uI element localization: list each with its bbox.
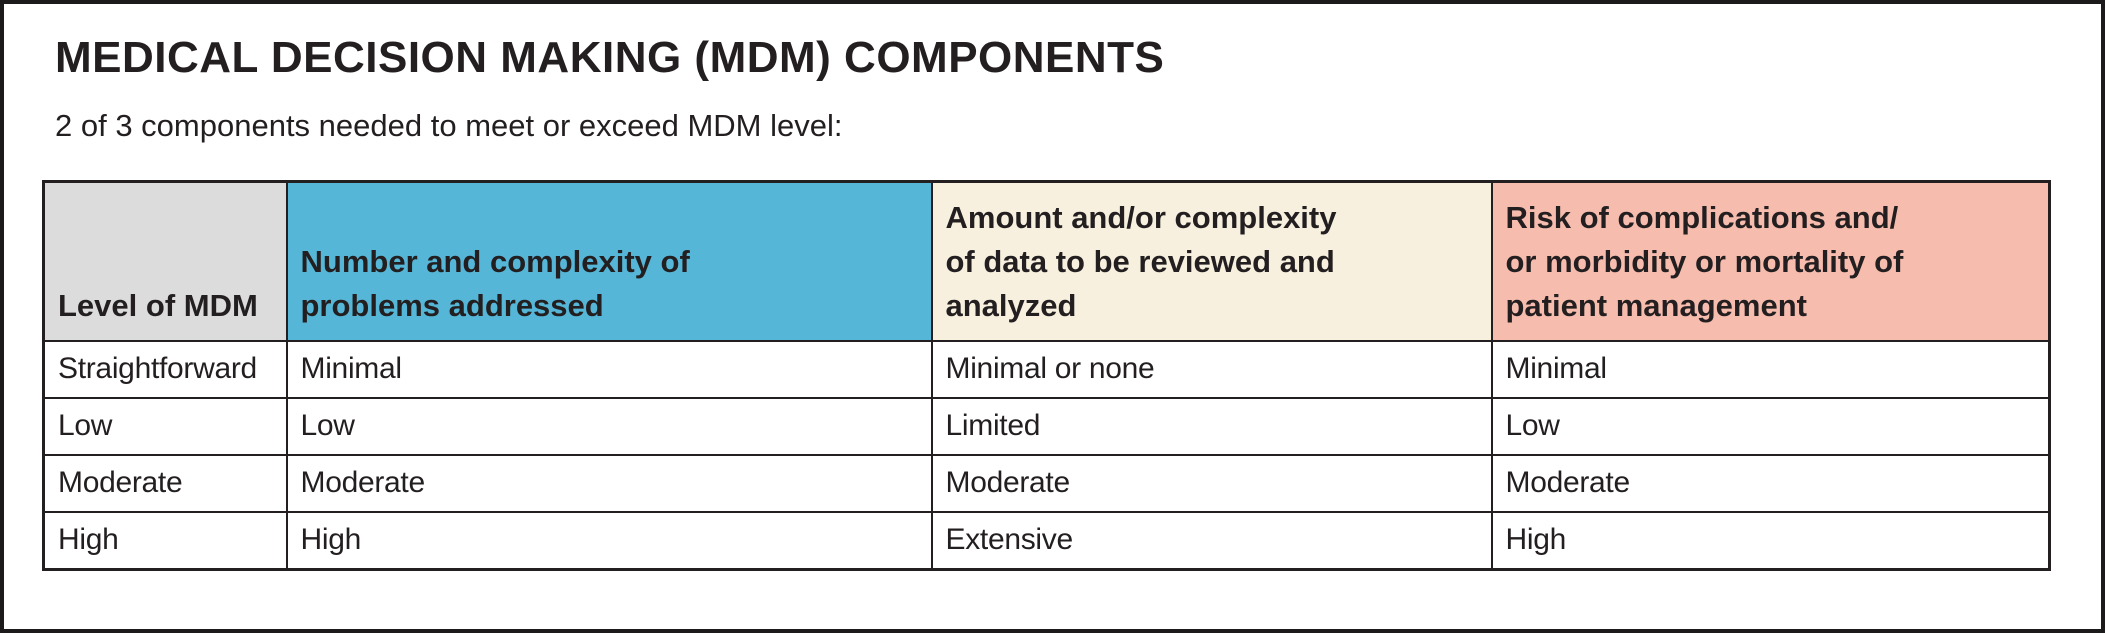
- table-cell: Low: [42, 397, 288, 457]
- column-header-level-of-mdm: Level of MDM: [42, 180, 288, 343]
- table-cell: Low: [285, 397, 933, 457]
- table-cell: Extensive: [930, 511, 1493, 571]
- subtitle: 2 of 3 components needed to meet or exce…: [55, 107, 843, 143]
- table-body: Straightforward Minimal Minimal or none Min…: [42, 340, 2051, 571]
- table-row: Moderate Moderate Moderate Moderate: [42, 454, 2051, 514]
- table-cell: Limited: [930, 397, 1493, 457]
- column-header-risk: Risk of complications and/ or morbidity …: [1490, 180, 2051, 343]
- table-cell: Minimal or none: [930, 340, 1493, 400]
- column-header-data-reviewed: Amount and/or complexity of data to be r…: [930, 180, 1493, 343]
- mdm-components-table: Level of MDM Number and complexity of pro…: [42, 179, 2051, 571]
- table-cell: Low: [1490, 397, 2051, 457]
- table-cell: High: [285, 511, 933, 571]
- table-cell: Moderate: [285, 454, 933, 514]
- table-row: High High Extensive High: [42, 511, 2051, 571]
- table-cell: High: [42, 511, 288, 571]
- table-cell: Minimal: [285, 340, 933, 400]
- table-cell: High: [1490, 511, 2051, 571]
- table-cell: Moderate: [930, 454, 1493, 514]
- header-row: Level of MDM Number and complexity of pro…: [42, 180, 2051, 343]
- table-cell: Minimal: [1490, 340, 2051, 400]
- card-content: MEDICAL DECISION MAKING (MDM) COMPONENTS…: [4, 32, 2101, 571]
- table-header: Level of MDM Number and complexity of pro…: [42, 180, 2051, 343]
- table-row: Low Low Limited Low: [42, 397, 2051, 457]
- column-header-problems-addressed: Number and complexity of problems addres…: [285, 180, 933, 343]
- page-title: MEDICAL DECISION MAKING (MDM) COMPONENTS: [55, 33, 1165, 82]
- table-cell: Moderate: [42, 454, 288, 514]
- table-cell: Straightforward: [42, 340, 288, 400]
- table-row: Straightforward Minimal Minimal or none Min…: [42, 340, 2051, 400]
- table-cell: Moderate: [1490, 454, 2051, 514]
